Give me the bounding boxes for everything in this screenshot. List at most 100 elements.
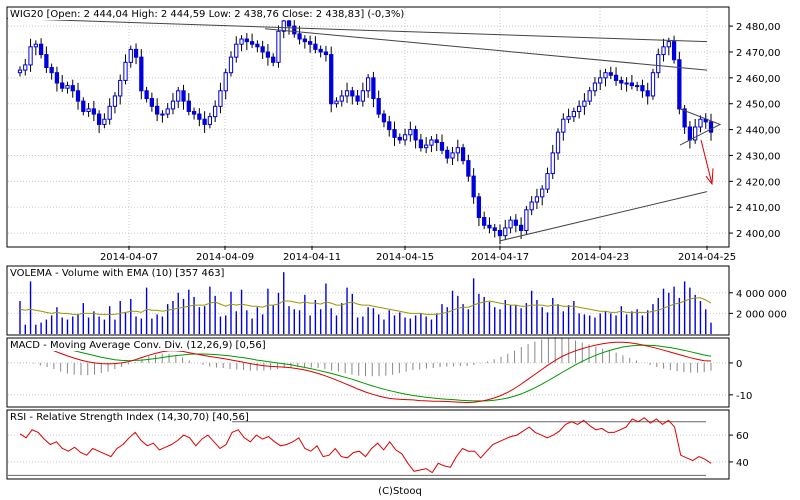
candle-body [318,48,323,53]
title-backdrop [8,8,404,20]
candle-body [112,95,118,107]
candle-body [629,82,635,87]
candle-body [424,144,429,149]
candle-body [466,160,471,177]
candle-body [497,229,503,237]
candle-body [550,152,555,175]
candle-body [492,227,497,231]
date-tick-label: 2014-04-15 [376,252,434,263]
candle-body [566,116,571,120]
candle-body [70,85,75,92]
candle-body [313,43,318,50]
candle-body [23,64,28,71]
candle-body [96,113,102,125]
candle-body [186,100,191,112]
candle-body [234,43,239,58]
candle-body [91,108,96,115]
candle-body [355,95,360,102]
candle-body [518,224,524,231]
candle-body [650,72,656,97]
candle-body [619,79,624,84]
volume-tick-label: 4 000 000 [736,289,787,300]
date-tick-label: 2014-04-17 [471,252,529,263]
trendline [264,28,708,71]
candle-body [339,95,344,102]
candle-body [434,139,439,144]
macd-title: MACD - Moving Average Conv. Div. (12,26,… [10,340,266,351]
candle-body [297,33,302,40]
candle-body [540,188,545,198]
macd-line [19,341,712,404]
candle-body [408,129,413,136]
candle-body [635,85,640,88]
candle-body [139,56,144,92]
volume-tick-label: 2 000 000 [736,309,787,320]
price-tick-label: 2 450,00 [736,100,781,111]
candle-body [677,59,682,110]
candle-body [545,173,550,190]
rsi-tick-label: 60 [736,431,749,442]
candle-body [682,108,687,128]
rsi-title-backdrop [8,411,232,423]
candle-body [613,74,619,81]
candle-body [460,147,466,162]
candle-body [687,126,693,141]
candle-body [476,196,482,219]
volume-title: VOLEMA - Volume with EMA (10) [357 463] [10,268,225,279]
candle-body [693,126,698,141]
candle-body [598,77,603,84]
candle-body [429,139,434,146]
candle-body [387,121,392,131]
volume-ema-line [19,297,712,315]
candle-body [260,46,265,53]
candle-body [17,69,23,74]
candle-body [371,77,376,100]
candle-body [165,108,170,115]
price-tick-label: 2 430,00 [736,151,781,162]
candle-body [392,129,397,138]
candle-body [49,67,54,74]
candle-body [281,20,286,32]
candle-body [191,110,197,115]
price-tick-label: 2 440,00 [736,126,781,137]
candle-body [239,38,244,45]
candle-body [228,56,234,74]
rsi-title: RSI - Relative Strength Index (14,30,70)… [10,412,249,423]
candle-body [508,219,513,229]
candle-body [81,100,86,112]
candle-body [133,48,139,58]
candle-body [160,113,165,116]
candle-body [624,82,629,85]
candle-body [144,90,149,100]
candle-body [576,105,582,112]
candle-body [65,85,70,89]
candle-body [439,142,445,151]
candle-body [418,139,424,149]
candle-body [455,147,460,154]
candle-body [482,217,487,226]
candle-body [656,54,661,74]
data-layer [6,12,722,474]
candle-body [213,105,218,118]
candle-body [698,118,703,128]
candle-body [149,98,155,107]
arrow-shaft [700,139,713,185]
price-tick-label: 2 420,00 [736,177,781,188]
date-tick-label: 2014-04-25 [678,252,736,263]
rsi-tick-label: 40 [736,458,749,469]
date-tick-label: 2014-04-09 [196,252,254,263]
candle-body [244,38,249,43]
rsi-line [19,417,712,474]
candle-body [450,152,455,159]
arrow-head [705,168,714,186]
candle-body [402,134,408,141]
candle-body [529,201,534,211]
candle-body [366,77,371,92]
grid-layer [8,8,733,476]
candle-body [276,30,281,63]
candle-body [118,79,123,97]
rsi-panel [6,409,730,480]
candle-body [524,209,529,231]
candle-body [360,90,365,102]
